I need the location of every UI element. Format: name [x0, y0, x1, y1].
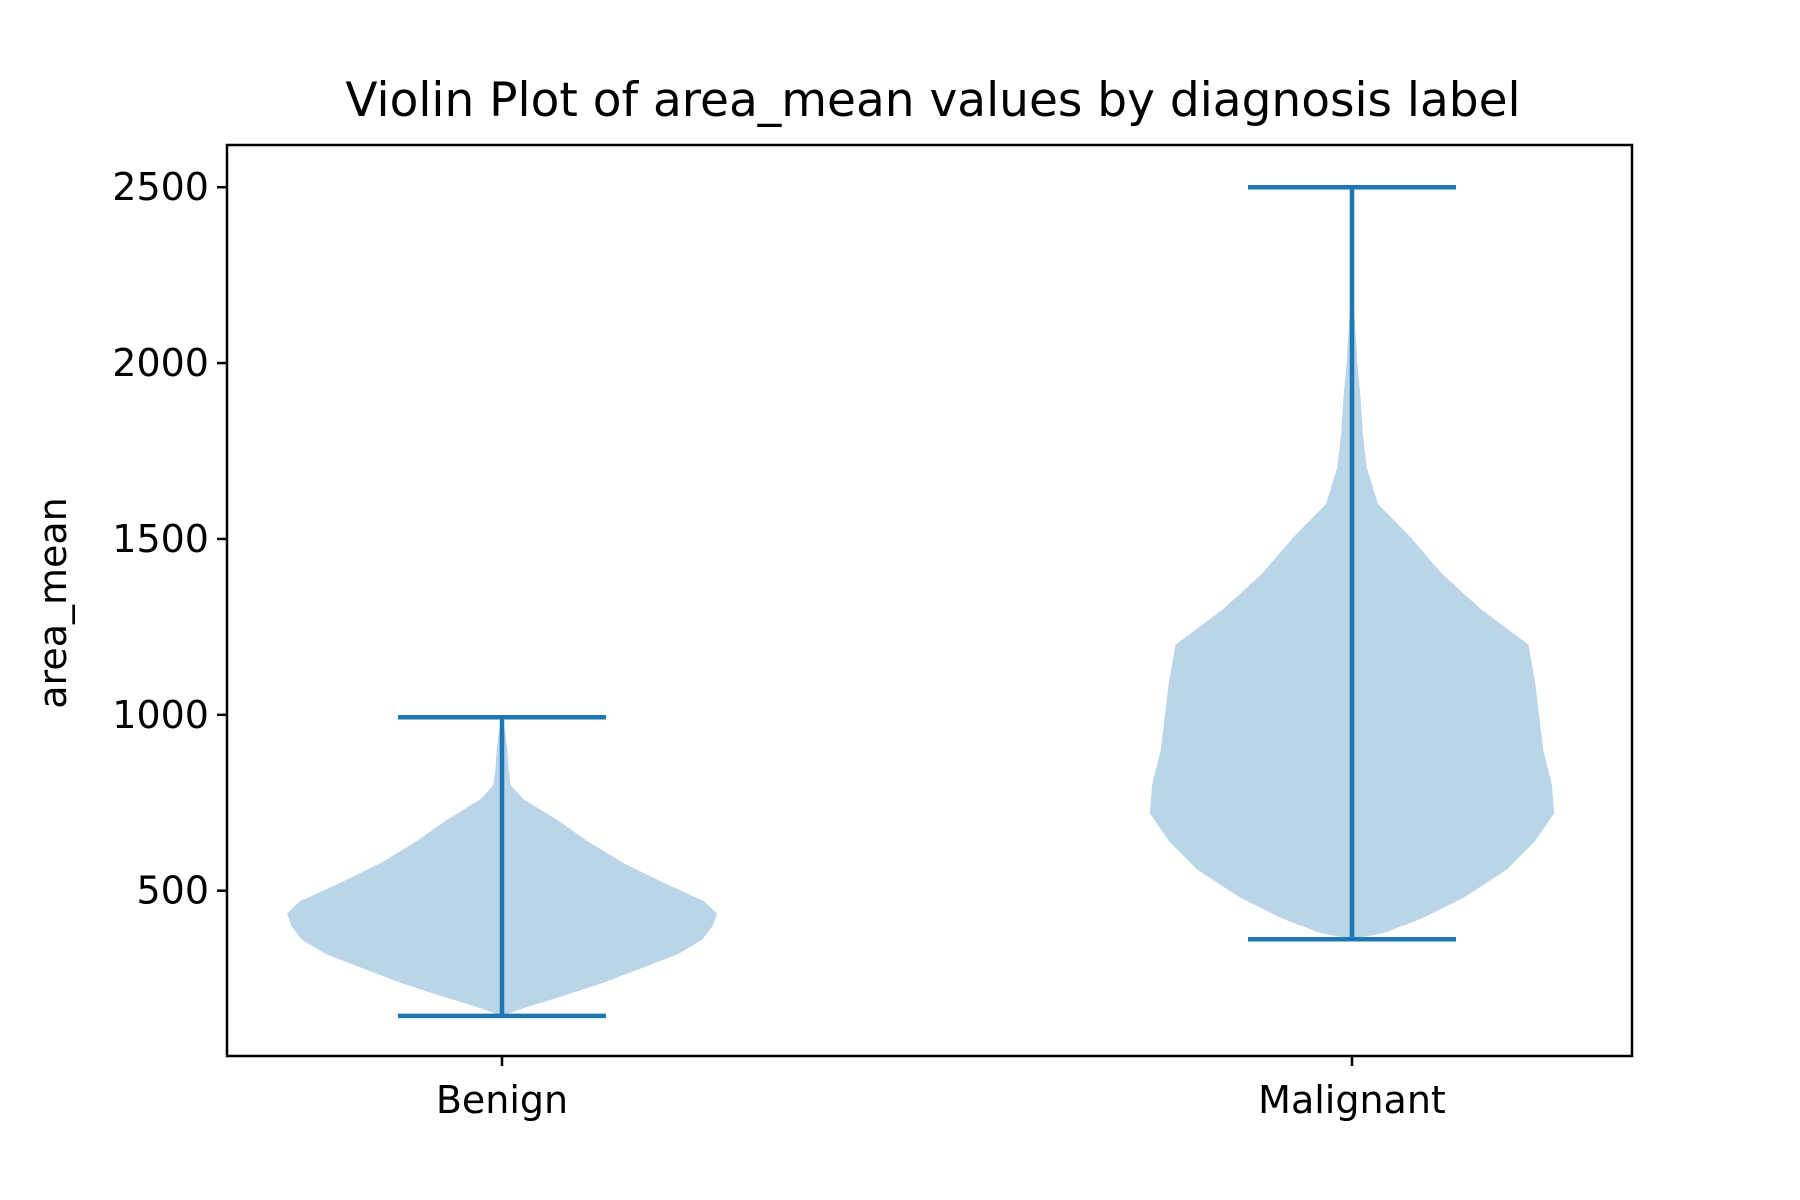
x-tick-label: Malignant	[1258, 1078, 1446, 1122]
y-tick-label: 2000	[112, 341, 209, 385]
plot-area-frame	[225, 143, 1634, 1058]
y-tick-label: 1000	[112, 693, 209, 737]
y-axis-ticks: 500 1000 1500 2000 2500	[112, 165, 227, 913]
violin-series	[287, 184, 1555, 1019]
x-tick-label: Benign	[436, 1078, 568, 1122]
violin-malignant	[1149, 184, 1555, 942]
x-axis-ticks: Benign Malignant	[436, 1056, 1446, 1122]
y-tick-label: 1500	[112, 517, 209, 561]
y-tick-label: 500	[136, 869, 209, 913]
violin-benign	[287, 715, 717, 1019]
y-axis-label: area_mean	[31, 497, 75, 709]
y-tick-label: 2500	[112, 165, 209, 209]
chart-title: Violin Plot of area_mean values by diagn…	[345, 73, 1520, 128]
